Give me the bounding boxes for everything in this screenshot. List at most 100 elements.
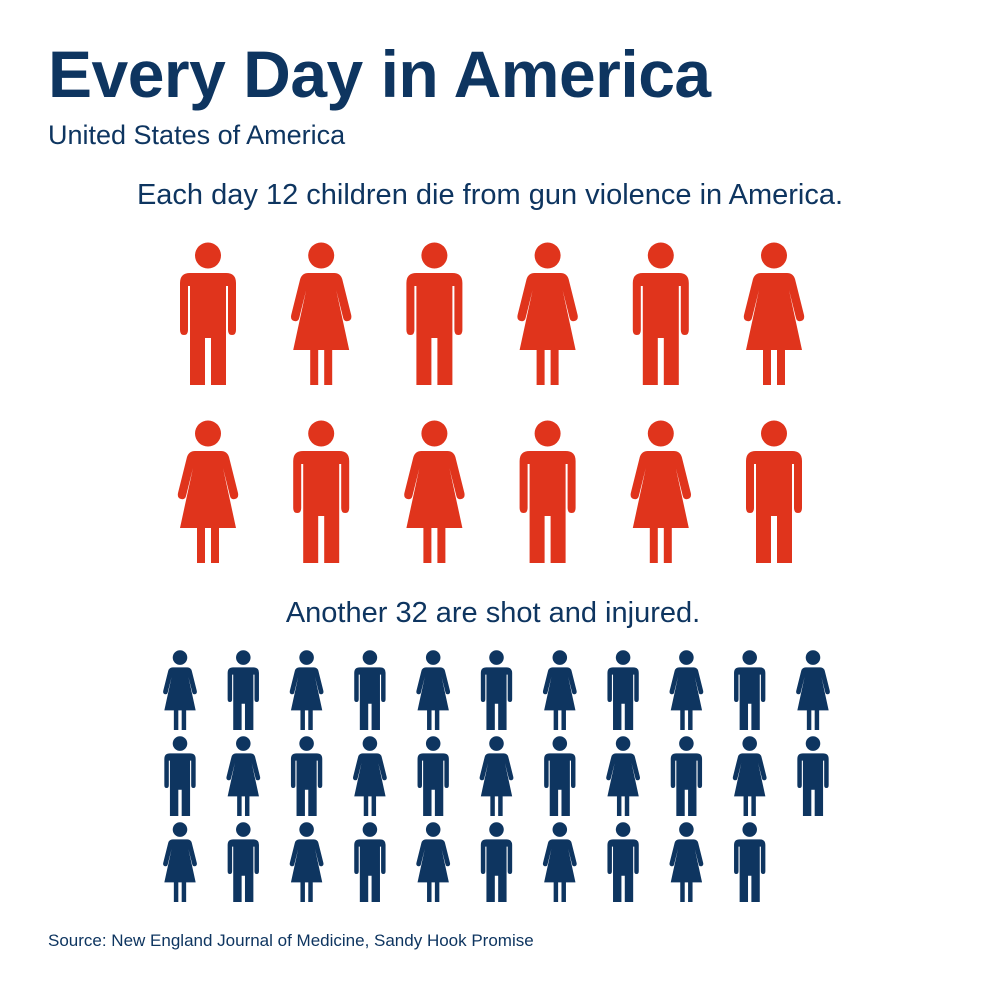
female-icon: [630, 420, 691, 563]
icon-body: [519, 451, 576, 563]
female-icon: [163, 650, 197, 730]
icon-head: [742, 650, 757, 665]
female-icon: [669, 650, 704, 730]
icon-head: [172, 650, 188, 665]
icon-body: [669, 839, 704, 902]
icon-body: [180, 273, 236, 385]
icon-body: [632, 273, 689, 385]
icon-body: [353, 753, 387, 816]
icon-head: [425, 736, 441, 751]
male-icon: [632, 242, 689, 385]
icon-body: [227, 667, 259, 730]
title: Every Day in America: [48, 37, 711, 111]
male-icon: [480, 650, 513, 730]
female-icon: [542, 650, 577, 730]
male-icon: [417, 736, 449, 816]
male-icon: [227, 650, 259, 730]
icon-body: [797, 753, 829, 816]
icon-body: [416, 839, 451, 902]
icon-body: [354, 839, 386, 902]
icon-body: [480, 667, 513, 730]
icon-body: [416, 667, 451, 730]
icon-body: [732, 753, 767, 816]
icon-head: [805, 650, 821, 665]
female-icon: [542, 822, 577, 902]
icon-head: [236, 822, 251, 837]
icon-head: [308, 420, 335, 447]
icon-body: [796, 667, 830, 730]
icon-head: [308, 242, 335, 269]
male-icon: [519, 420, 576, 563]
female-icon: [606, 736, 640, 816]
icon-body: [293, 451, 350, 563]
icon-head: [615, 822, 631, 837]
icon-head: [489, 650, 504, 665]
icon-body: [607, 839, 639, 902]
female-icon: [416, 650, 451, 730]
icon-head: [362, 650, 378, 665]
text: Each day: [136, 179, 266, 211]
male-icon: [544, 736, 576, 816]
source: Source: New England Journal of Medicine,…: [48, 931, 534, 950]
female-icon: [404, 420, 465, 563]
female-icon: [732, 736, 767, 816]
icon-body: [670, 753, 703, 816]
icon-body: [226, 753, 261, 816]
female-icon: [353, 736, 387, 816]
icon-head: [299, 736, 314, 751]
female-icon: [479, 736, 514, 816]
male-icon: [293, 420, 350, 563]
icon-head: [552, 736, 568, 751]
icon-head: [742, 822, 757, 837]
killed-sentence: Each day 12 children die from gun violen…: [0, 179, 980, 212]
icon-head: [172, 822, 188, 837]
male-icon: [354, 822, 386, 902]
icon-body: [517, 273, 578, 385]
icon-head: [425, 650, 441, 665]
icon-head: [362, 822, 378, 837]
text: children die from gun violence in Americ…: [298, 179, 844, 211]
male-icon: [354, 650, 386, 730]
icon-head: [647, 242, 674, 269]
icon-body: [406, 273, 463, 385]
female-icon: [163, 822, 197, 902]
icon-body: [404, 451, 465, 563]
icon-body: [354, 667, 386, 730]
icon-body: [163, 839, 197, 902]
icon-head: [489, 736, 504, 751]
icon-body: [480, 839, 513, 902]
icon-body: [291, 273, 352, 385]
icon-body: [289, 839, 324, 902]
icon-head: [534, 242, 561, 269]
male-icon: [746, 420, 802, 563]
icon-body: [606, 753, 640, 816]
icon-body: [734, 839, 766, 902]
male-icon: [406, 242, 463, 385]
icon-head: [552, 650, 568, 665]
count: 32: [395, 597, 428, 629]
icon-head: [489, 822, 504, 837]
male-icon: [290, 736, 323, 816]
icon-head: [805, 736, 821, 751]
icon-body: [177, 451, 239, 563]
icon-head: [534, 420, 561, 447]
count: 12: [265, 179, 299, 211]
icon-head: [647, 420, 674, 447]
icon-head: [299, 650, 314, 665]
icon-head: [172, 736, 188, 751]
icon-body: [290, 753, 323, 816]
male-icon: [734, 822, 766, 902]
icon-body: [669, 667, 704, 730]
icon-head: [679, 736, 694, 751]
male-icon: [180, 242, 236, 385]
female-icon: [517, 242, 578, 385]
female-icon: [669, 822, 704, 902]
icon-body: [542, 839, 577, 902]
text: are shot and injured.: [427, 597, 701, 629]
icon-head: [679, 822, 694, 837]
male-icon: [607, 650, 639, 730]
icon-head: [421, 242, 448, 269]
icon-body: [734, 667, 766, 730]
icon-body: [164, 753, 196, 816]
